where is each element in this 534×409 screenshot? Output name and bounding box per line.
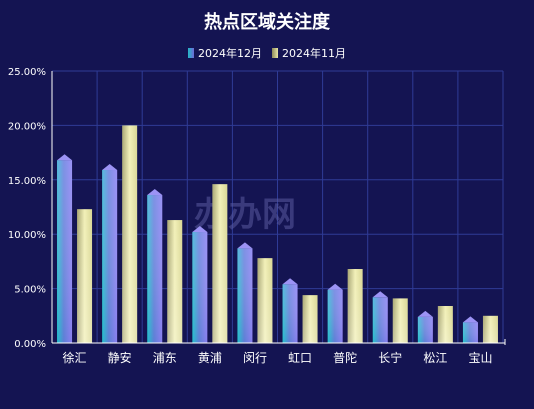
x-tick-label-7: 长宁: [378, 350, 402, 365]
bar-s2-4: [257, 258, 273, 343]
bar-shine-s1-0: [57, 160, 73, 343]
bar-cap-s1-8: [417, 310, 433, 317]
y-tick-label-0: 0.00%: [14, 339, 46, 350]
axis-layer: 0.00% 5.00% 10.00% 15.00% 20.00% 25.00% 徐汇 静安 浦东…: [8, 67, 506, 365]
legend: 2024年12月 2024年11月: [0, 45, 534, 61]
bar-s1-3: [192, 226, 208, 343]
y-tick-label-4: 20.00%: [8, 121, 46, 132]
chart-title: 热点区域关注度: [204, 12, 330, 33]
bar-shine-s1-1: [102, 170, 118, 343]
bar-cap-s1-5: [282, 278, 298, 285]
bar-cap-s1-1: [102, 164, 118, 171]
bar-shine-s1-8: [417, 316, 433, 343]
bar-s1-6: [327, 283, 343, 343]
bar-shine-s1-5: [282, 284, 298, 343]
bar-s2-7: [392, 298, 408, 343]
bar-shine-s2-1: [122, 125, 138, 344]
y-tick-label-1: 5.00%: [14, 285, 46, 296]
bar-s1-1: [102, 164, 118, 343]
bar-shine-s1-2: [147, 195, 163, 343]
bar-shine-s2-5: [302, 295, 318, 343]
bar-cap-s1-4: [237, 242, 253, 249]
bar-shine-s1-9: [462, 322, 478, 343]
bar-cap-s1-0: [57, 154, 73, 161]
x-tick-label-1: 静安: [108, 350, 132, 365]
x-tick-label-9: 宝山: [468, 351, 492, 365]
bar-shine-s2-7: [392, 298, 408, 343]
bar-shine-s2-4: [257, 258, 273, 343]
bar-shine-s1-6: [327, 289, 343, 343]
bar-s1-2: [147, 189, 163, 343]
bar-s1-5: [282, 278, 298, 343]
bar-shine-s1-3: [192, 232, 208, 343]
legend-item-series-2: 2024年11月: [272, 45, 346, 61]
bar-cap-s1-3: [192, 226, 208, 233]
bar-s2-9: [482, 315, 498, 343]
x-tick-label-3: 黄浦: [198, 351, 222, 365]
y-tick-label-5: 25.00%: [8, 67, 46, 78]
y-tick-label-3: 15.00%: [8, 176, 46, 187]
x-tick-label-4: 闵行: [243, 350, 267, 365]
legend-swatch-series-1: [188, 48, 194, 58]
bar-shine-s2-0: [77, 209, 93, 343]
bar-shine-s2-3: [212, 184, 228, 343]
legend-item-series-1: 2024年12月: [188, 45, 262, 61]
bar-s2-0: [77, 209, 93, 343]
bar-shine-s2-2: [167, 220, 183, 343]
bar-s1-4: [237, 242, 253, 343]
legend-label-series-2: 2024年11月: [282, 47, 346, 60]
y-tick-label-2: 10.00%: [8, 230, 46, 241]
bars-layer: [57, 125, 498, 344]
bar-s2-8: [437, 306, 453, 343]
bar-s2-2: [167, 220, 183, 343]
bar-s1-9: [462, 316, 478, 343]
bar-cap-s1-6: [327, 283, 343, 290]
bar-s1-0: [57, 154, 73, 343]
bar-s1-8: [417, 310, 433, 343]
bar-s2-5: [302, 295, 318, 343]
x-tick-label-5: 虹口: [288, 351, 312, 365]
x-tick-label-2: 浦东: [153, 351, 177, 365]
bar-s1-7: [372, 291, 388, 343]
legend-swatch-series-2: [272, 48, 278, 58]
bar-s2-3: [212, 184, 228, 343]
bar-shine-s2-9: [482, 315, 498, 343]
bar-cap-s1-9: [462, 316, 478, 323]
watermark-text: 办办网: [194, 195, 296, 235]
bar-cap-s1-2: [147, 189, 163, 196]
bar-shine-s2-6: [347, 269, 363, 343]
x-tick-label-6: 普陀: [333, 350, 357, 365]
bar-cap-s1-7: [372, 291, 388, 298]
x-tick-label-0: 徐汇: [63, 350, 87, 365]
bar-shine-s1-4: [237, 248, 253, 343]
legend-label-series-1: 2024年12月: [198, 47, 262, 60]
bar-s2-1: [122, 125, 138, 344]
bar-shine-s1-7: [372, 297, 388, 343]
bar-shine-s2-8: [437, 306, 453, 343]
x-tick-label-8: 松江: [423, 351, 447, 365]
bar-s2-6: [347, 269, 363, 343]
